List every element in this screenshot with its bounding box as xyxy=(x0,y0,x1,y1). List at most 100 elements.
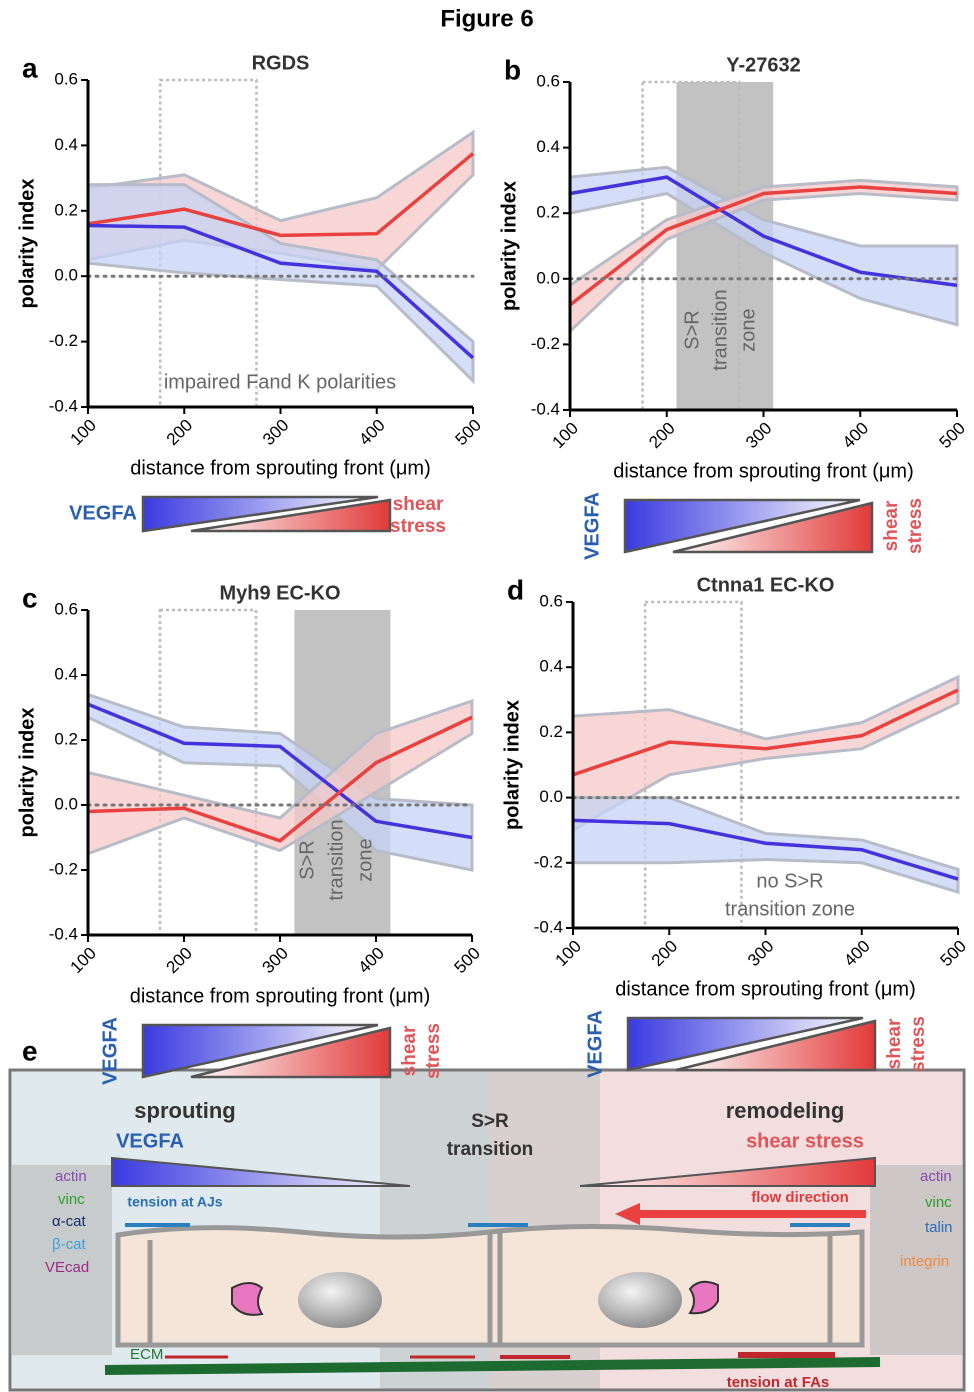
x-tick-label: 200 xyxy=(163,416,196,449)
vegfa-gradient xyxy=(623,498,861,554)
panel-label: b xyxy=(504,54,521,85)
error-band xyxy=(86,692,474,872)
x-axis-label: distance from sprouting front (μm) xyxy=(130,985,431,1007)
y-tick-label: -0.4 xyxy=(49,924,78,943)
region-label: S>R xyxy=(471,1111,509,1132)
vegfa-gradient xyxy=(141,1023,379,1079)
y-tick-label: 0.4 xyxy=(536,137,560,156)
y-tick-label: 0.4 xyxy=(539,657,563,676)
chart-title: Myh9 EC-KO xyxy=(219,582,340,604)
y-axis-label: polarity index xyxy=(16,707,38,837)
x-tick-label: 500 xyxy=(937,937,970,970)
gradient-label: stress xyxy=(905,498,926,554)
gradient-label: shear xyxy=(399,1025,420,1076)
y-tick-label: 0.0 xyxy=(536,268,560,287)
key-label: β-cat xyxy=(52,1236,86,1253)
x-tick-label: 500 xyxy=(936,419,969,452)
x-tick-label: 400 xyxy=(355,416,388,449)
x-axis-label: distance from sprouting front (μm) xyxy=(613,460,914,482)
gradient-label: shear xyxy=(884,1018,905,1069)
x-tick-label: 100 xyxy=(552,937,585,970)
series-line xyxy=(572,688,959,777)
figure-title: Figure 6 xyxy=(440,5,533,32)
label: ECM xyxy=(130,1346,163,1363)
x-axis-label: distance from sprouting front (μm) xyxy=(615,978,916,1000)
gradient-label: VEGFA xyxy=(581,492,603,560)
gradient-label: shear xyxy=(881,500,902,551)
error-band xyxy=(86,183,475,385)
x-tick-label: 300 xyxy=(259,416,292,449)
golgi xyxy=(688,1280,719,1315)
gradient-label: VEGFA xyxy=(116,1130,184,1152)
region-label: remodeling xyxy=(726,1098,845,1123)
panel-label: e xyxy=(22,1035,38,1066)
x-tick-label: 200 xyxy=(163,944,196,977)
nucleus xyxy=(298,1272,382,1328)
vegfa-gradient xyxy=(141,495,379,533)
y-tick-label: -0.2 xyxy=(534,852,563,871)
highlight-box xyxy=(158,608,258,937)
shear-gradient xyxy=(672,501,874,554)
x-tick-label: 200 xyxy=(648,937,681,970)
gradient-label: stress xyxy=(390,516,446,537)
key-label: vinc xyxy=(58,1191,85,1208)
chart-title: Y-27632 xyxy=(726,54,801,76)
annotation: transition zone xyxy=(725,898,855,920)
y-tick-label: -0.2 xyxy=(49,331,78,350)
y-axis-label: polarity index xyxy=(501,700,523,830)
y-tick-label: 0.6 xyxy=(54,69,78,88)
y-tick-label: 0.6 xyxy=(539,591,563,610)
error-band xyxy=(86,698,474,856)
y-tick-label: 0.6 xyxy=(54,599,78,618)
error-band xyxy=(571,674,960,833)
nucleus xyxy=(598,1272,682,1328)
x-tick-label: 400 xyxy=(839,419,872,452)
annotation: zone xyxy=(737,308,759,351)
series-line xyxy=(569,175,958,288)
y-tick-label: -0.2 xyxy=(49,859,78,878)
annotation: S>R xyxy=(296,840,318,879)
series-line xyxy=(87,702,473,840)
y-tick-label: 0.6 xyxy=(536,71,560,90)
series-line xyxy=(87,715,473,843)
region-label: sprouting xyxy=(134,1098,235,1123)
shear-gradient xyxy=(190,498,392,533)
y-tick-label: -0.2 xyxy=(531,334,560,353)
x-tick-label: 300 xyxy=(259,944,292,977)
panel-e: e sprouting S>R transition remodeling VE… xyxy=(8,1035,966,1392)
flow-arrow-head xyxy=(615,1203,640,1225)
cell-border xyxy=(147,1232,833,1345)
y-tick-label: 0.0 xyxy=(539,787,563,806)
y-tick-label: -0.4 xyxy=(49,396,78,415)
y-tick-label: 0.2 xyxy=(539,722,563,741)
key-box xyxy=(870,1165,962,1355)
gradient-label: VEGFA xyxy=(584,1010,606,1078)
annotation: transition xyxy=(325,819,347,900)
y-tick-label: 0.2 xyxy=(54,729,78,748)
x-tick-label: 300 xyxy=(742,419,775,452)
y-axis-label: polarity index xyxy=(16,178,38,308)
key-box xyxy=(12,1165,112,1355)
y-tick-label: 0.4 xyxy=(54,135,78,154)
shear-gradient xyxy=(190,1026,392,1079)
gradient-label: VEGFA xyxy=(99,1017,121,1085)
chart-title: RGDS xyxy=(252,52,310,74)
region-label: transition xyxy=(447,1139,534,1160)
key-label: VEcad xyxy=(45,1259,89,1276)
y-tick-label: -0.4 xyxy=(534,917,563,936)
series-line xyxy=(572,818,959,881)
y-tick-label: 0.0 xyxy=(54,266,78,285)
gradient-label: stress xyxy=(423,1023,444,1079)
key-label: integrin xyxy=(900,1253,949,1270)
panel-label: d xyxy=(507,574,524,605)
key-label: vinc xyxy=(925,1194,952,1211)
gradient-label: stress xyxy=(908,1016,929,1072)
annotation: no S>R xyxy=(756,870,823,892)
gradient-label: VEGFA xyxy=(69,502,137,524)
annotation: zone xyxy=(354,838,376,881)
panel-frame xyxy=(8,1068,966,1392)
y-axis-label: polarity index xyxy=(498,181,520,311)
x-tick-label: 100 xyxy=(549,419,582,452)
key-label: actin xyxy=(920,1168,952,1185)
